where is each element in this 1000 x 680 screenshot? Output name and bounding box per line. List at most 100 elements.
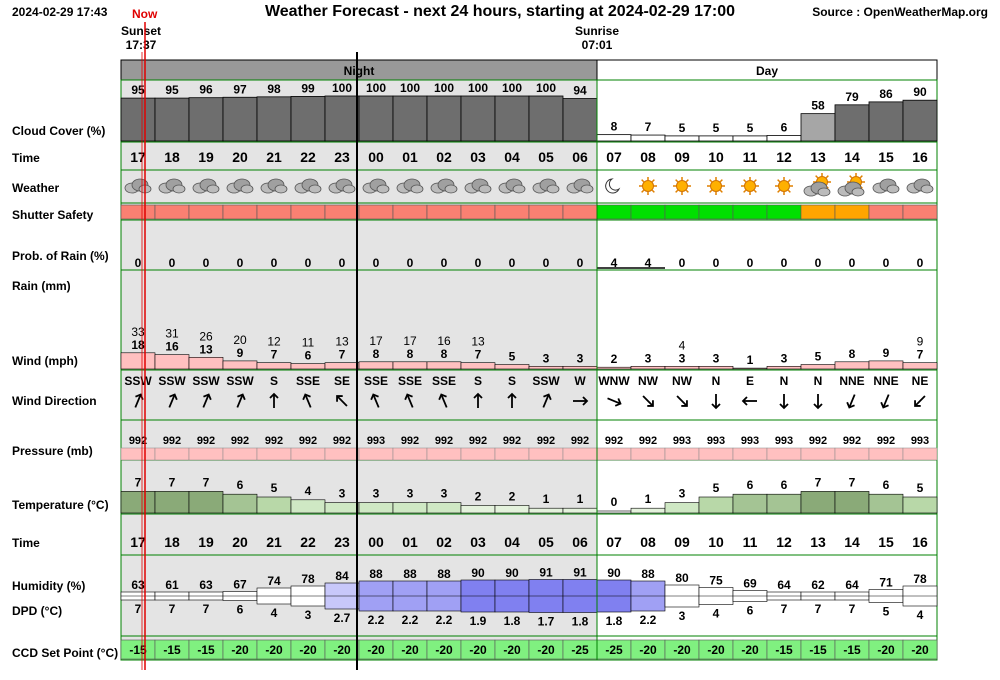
pressure-bar: [188, 447, 224, 461]
cloud-shape: [580, 184, 594, 194]
pressure-bar: [256, 447, 292, 461]
ccd-set-point-value: -15: [163, 643, 181, 657]
hour-label: 19: [198, 149, 214, 165]
rain-probability-value: 0: [135, 256, 142, 270]
cloud-cover-value: 90: [913, 85, 927, 99]
cloud-cover-value: 100: [332, 81, 352, 95]
rain-probability-value: 0: [543, 256, 550, 270]
ccd-set-point-value: -20: [333, 643, 351, 657]
hour-label: 10: [708, 149, 724, 165]
wind-direction-value: S: [270, 374, 278, 388]
wind-direction-value: SE: [334, 374, 350, 388]
wind-speed-bar: [256, 362, 292, 370]
sun-icon: [741, 177, 759, 195]
wind-direction-arrow: [880, 394, 890, 409]
dpd-value: 7: [849, 602, 856, 616]
wind-direction-arrow: [711, 394, 721, 410]
arrow-head: [846, 401, 855, 409]
humidity-value: 67: [233, 578, 247, 592]
temperature-bar: [222, 493, 258, 514]
arrow-head: [880, 401, 889, 409]
rain-probability-value: 0: [849, 256, 856, 270]
wind-speed-value: 1: [747, 353, 754, 367]
cloud-cover-value: 8: [611, 120, 618, 134]
shutter-safety-cell: [868, 204, 904, 220]
cloud-icon: [294, 178, 322, 194]
rain-probability-value: 0: [577, 256, 584, 270]
shutter-safety-cell: [392, 204, 428, 220]
wind-direction-arrow: [269, 392, 279, 408]
temperature-value: 7: [849, 475, 856, 489]
wind-direction-arrow: [813, 394, 823, 410]
cloud-shape: [172, 184, 186, 194]
shutter-safety-cell: [562, 204, 598, 220]
temperature-bar: [290, 499, 326, 514]
ccd-set-point-value: -15: [129, 643, 147, 657]
moon-shape: [605, 178, 621, 194]
wind-direction-arrow: [914, 395, 926, 407]
ccd-set-point-value: -20: [877, 643, 895, 657]
hour-label: 02: [436, 149, 452, 165]
temperature-value: 3: [339, 487, 346, 501]
cloud-cover-bar: [494, 95, 530, 142]
arrow-shaft: [134, 394, 142, 408]
cloud-cover-bar: [256, 96, 292, 142]
sunrise-label: Sunrise: [574, 24, 619, 38]
rain-probability-value: 0: [373, 256, 380, 270]
temperature-value: 3: [441, 487, 448, 501]
sun-ray: [709, 189, 713, 193]
pressure-bar: [732, 447, 768, 461]
pressure-bar: [800, 447, 836, 461]
wind-speed-bar: [290, 363, 326, 370]
pressure-value: 992: [231, 435, 249, 447]
pressure-bar: [562, 447, 598, 461]
wind-direction-arrow: [404, 393, 414, 408]
humidity-value: 88: [403, 567, 417, 581]
pressure-bar: [834, 447, 870, 461]
sunset-label: Sunset: [120, 24, 161, 38]
temperature-value: 1: [543, 492, 550, 506]
cloud-cover-value: 7: [645, 120, 652, 134]
arrow-head: [711, 403, 721, 410]
ccd-set-point-value: -20: [265, 643, 283, 657]
hour-label: 00: [368, 534, 384, 550]
humidity-value: 84: [335, 569, 349, 583]
sun-ray: [641, 179, 645, 183]
pressure-value: 993: [775, 435, 793, 447]
rain-probability-value: 0: [203, 256, 210, 270]
wind-speed-value: 7: [271, 348, 278, 362]
temperature-bar: [256, 496, 292, 514]
temperature-bar: [460, 505, 496, 514]
wind-speed-bar: [494, 364, 530, 370]
wind-speed-value: 13: [199, 342, 213, 356]
hour-label: 12: [776, 534, 792, 550]
pressure-value: 992: [163, 435, 181, 447]
wind-direction-arrow: [846, 394, 856, 409]
dpd-value: 4: [271, 606, 278, 620]
shutter-safety-cell: [358, 204, 394, 220]
wind-direction-value: S: [474, 374, 482, 388]
arrow-shaft: [236, 394, 244, 408]
wind-gust-value: 11: [302, 336, 315, 350]
pressure-bar: [426, 447, 462, 461]
hour-label: 22: [300, 534, 316, 550]
wind-gust-value: 17: [403, 334, 417, 348]
arrow-head: [914, 400, 921, 407]
hour-label: 02: [436, 534, 452, 550]
pressure-value: 992: [265, 435, 283, 447]
hour-label: 00: [368, 149, 384, 165]
pressure-value: 992: [605, 435, 623, 447]
day-label: Day: [756, 64, 778, 78]
cloud-cover-bar: [188, 97, 224, 142]
cloud-cover-value: 96: [199, 83, 213, 97]
shutter-safety-cell: [834, 204, 870, 220]
cloud-cover-bar: [732, 135, 768, 142]
rain-probability-value: 0: [747, 256, 754, 270]
hour-label: 21: [266, 149, 282, 165]
wind-direction-value: N: [780, 374, 789, 388]
wind-direction-label: Wind Direction: [12, 394, 97, 408]
wind-direction-value: SSE: [398, 374, 422, 388]
ccd-set-point-value: -15: [775, 643, 793, 657]
temperature-value: 4: [305, 484, 312, 498]
humidity-value: 90: [607, 566, 621, 580]
